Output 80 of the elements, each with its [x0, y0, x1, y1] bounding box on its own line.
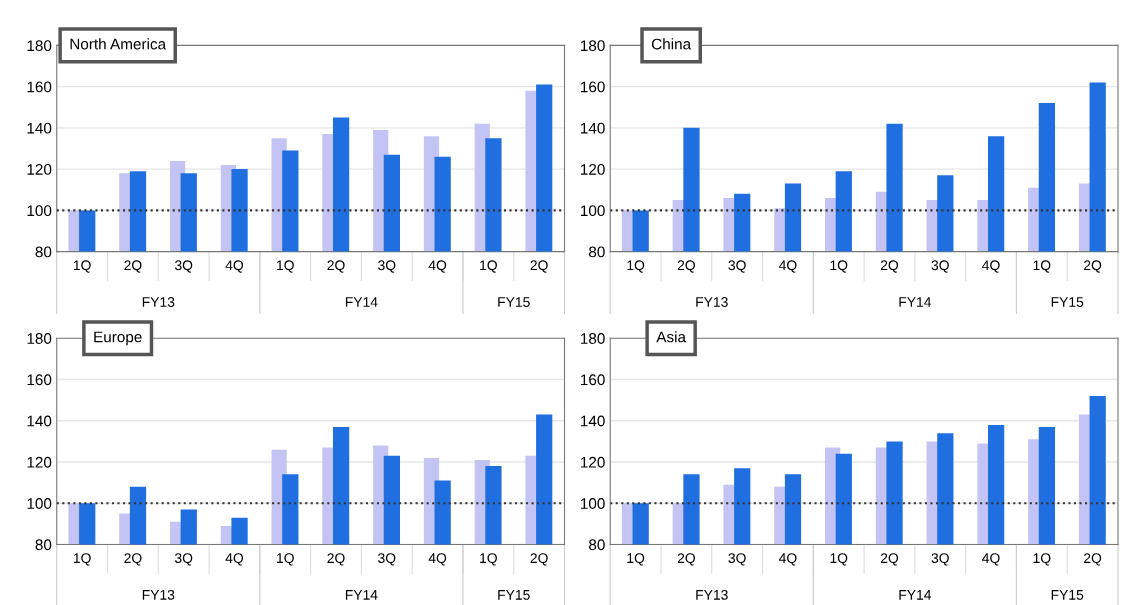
x-tick-label: 2Q	[677, 260, 695, 273]
x-tick-label: 2Q	[530, 260, 548, 273]
text: FY15	[1051, 297, 1084, 307]
x-tick-label: 4Q	[428, 260, 447, 273]
y-tick-label: 160	[27, 374, 52, 386]
text: FY14	[345, 297, 378, 307]
x-tick-label: 1Q	[627, 553, 645, 566]
x-tick-label: 2Q	[327, 553, 345, 566]
x-tick-label: 2Q	[530, 553, 548, 566]
chart-title: Europe	[94, 331, 142, 346]
x-tick-label: 2Q	[124, 553, 142, 566]
x-tick-label: 3Q	[174, 260, 193, 273]
x-tick-label: 3Q	[378, 260, 396, 273]
y-tick-label: 80	[35, 246, 52, 258]
chart-title: China	[651, 38, 692, 50]
x-tick-label: 3Q	[378, 553, 396, 566]
x-tick-label: 3Q	[931, 260, 949, 273]
x-tick-label: 3Q	[728, 260, 746, 273]
y-tick-label: 140	[27, 415, 52, 427]
y-tick-label: 80	[589, 539, 605, 551]
x-tick-label: 4Q	[778, 553, 797, 566]
text: FY15	[1051, 590, 1084, 600]
text: FY14	[345, 590, 378, 600]
y-tick-label: 140	[581, 122, 605, 134]
x-tick-label: 2Q	[880, 260, 899, 273]
y-tick-label: 80	[35, 539, 52, 551]
x-tick-label: 2Q	[327, 260, 345, 273]
chart-title: North America	[70, 38, 167, 50]
text: FY15	[498, 590, 530, 600]
text: FY13	[696, 589, 728, 600]
x-tick-label: 1Q	[277, 553, 294, 566]
text: FY14	[899, 590, 932, 600]
y-tick-label: 100	[27, 205, 52, 217]
text: FY14	[899, 297, 932, 307]
x-tick-label: 1Q	[627, 260, 645, 273]
x-tick-label: 4Q	[225, 260, 244, 273]
x-tick-label: 4Q	[982, 260, 1000, 273]
y-tick-label: 120	[581, 163, 605, 175]
y-tick-label: 180	[27, 40, 52, 52]
y-tick-label: 100	[581, 498, 605, 509]
x-tick-label: 4Q	[778, 260, 797, 273]
x-tick-label: 1Q	[73, 260, 91, 273]
x-tick-label: 1Q	[1033, 553, 1051, 566]
x-tick-label: 1Q	[830, 553, 848, 566]
y-tick-label: 140	[27, 122, 52, 134]
x-tick-label: 2Q	[1084, 260, 1102, 273]
y-tick-label: 80	[589, 246, 605, 258]
y-tick-label: 100	[27, 498, 52, 509]
text: FY13	[142, 297, 175, 307]
x-tick-label: 3Q	[931, 553, 949, 566]
x-tick-label: 2Q	[1084, 553, 1102, 566]
y-tick-label: 140	[581, 415, 605, 427]
x-tick-label: 1Q	[480, 553, 497, 566]
x-tick-label: 4Q	[982, 553, 1000, 566]
y-tick-label: 120	[581, 456, 605, 468]
x-tick-label: 2Q	[124, 260, 142, 273]
text: FY13	[142, 589, 175, 600]
y-tick-label: 180	[581, 40, 605, 52]
x-tick-label: 3Q	[174, 553, 193, 566]
x-tick-label: 1Q	[480, 260, 497, 273]
x-tick-label: 1Q	[830, 260, 848, 273]
x-tick-label: 3Q	[728, 553, 746, 566]
text: FY13	[696, 297, 728, 307]
y-tick-label: 160	[581, 81, 605, 93]
y-tick-label: 100	[581, 205, 605, 217]
y-tick-label: 120	[27, 456, 52, 468]
y-tick-label: 180	[581, 333, 605, 344]
text: FY15	[498, 297, 530, 307]
y-tick-label: 180	[27, 333, 52, 344]
x-tick-label: 2Q	[880, 553, 899, 566]
y-tick-label: 160	[581, 374, 605, 386]
y-tick-label: 160	[27, 81, 52, 93]
x-tick-label: 1Q	[1033, 260, 1051, 273]
x-tick-label: 4Q	[428, 553, 447, 566]
x-tick-label: 4Q	[225, 553, 244, 566]
x-tick-label: 2Q	[677, 553, 695, 566]
chart-title: Asia	[656, 331, 686, 343]
x-tick-label: 1Q	[73, 553, 91, 566]
x-tick-label: 1Q	[277, 260, 294, 273]
y-tick-label: 120	[27, 163, 52, 175]
